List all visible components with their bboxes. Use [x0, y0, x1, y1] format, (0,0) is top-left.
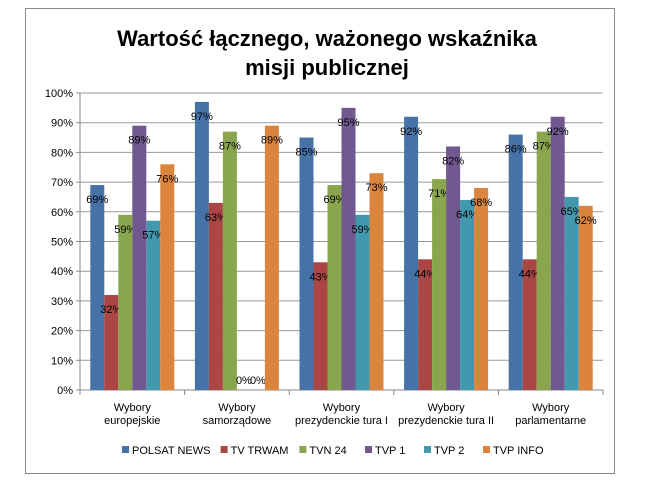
data-label: 44%: [519, 268, 541, 280]
data-label: 64%: [456, 209, 478, 221]
bar: [341, 107, 356, 390]
data-label: 68%: [470, 197, 492, 209]
data-label: 97%: [191, 111, 213, 123]
y-tick-label: 30%: [51, 296, 73, 308]
x-tick-label: Wybory: [323, 402, 361, 414]
x-tick-label: Wybory: [218, 402, 256, 414]
bar: [104, 294, 119, 390]
bar: [550, 116, 565, 390]
bar: [313, 262, 328, 390]
data-label: 76%: [156, 173, 178, 185]
bar: [446, 146, 461, 390]
bar: [299, 137, 314, 390]
y-tick-label: 90%: [51, 118, 73, 130]
legend-swatch: [122, 446, 129, 453]
bar: [146, 220, 161, 390]
chart-title: misji publicznej: [245, 55, 409, 80]
data-label: 95%: [337, 117, 359, 129]
y-tick-label: 70%: [51, 177, 73, 189]
data-label: 0%: [236, 375, 252, 387]
legend-label: TV TRWAM: [231, 445, 289, 457]
y-tick-label: 20%: [51, 326, 73, 338]
legend-label: TVP 2: [434, 445, 464, 457]
x-tick-label: Wybory: [532, 402, 570, 414]
legend-label: TVP 1: [375, 445, 405, 457]
data-label: 85%: [295, 147, 317, 159]
bar: [564, 196, 579, 390]
bar: [432, 179, 447, 390]
x-tick-label: samorządowe: [203, 415, 271, 427]
bar: [522, 259, 537, 390]
bar: [578, 205, 593, 390]
bar: [264, 125, 279, 391]
bar: [327, 185, 342, 390]
bar: [404, 116, 419, 390]
bar: [208, 202, 223, 390]
bar: [90, 185, 105, 390]
data-label: 89%: [128, 135, 150, 147]
data-label: 62%: [575, 215, 597, 227]
data-label: 44%: [414, 268, 436, 280]
data-label: 59%: [114, 224, 136, 236]
x-tick-label: europejskie: [104, 415, 160, 427]
data-label: 86%: [505, 144, 527, 156]
data-label: 65%: [561, 206, 583, 218]
bar: [369, 173, 384, 390]
x-tick-label: prezydenckie tura I: [295, 415, 388, 427]
legend-label: POLSAT NEWS: [132, 445, 210, 457]
data-label: 73%: [365, 182, 387, 194]
bar: [355, 214, 370, 390]
bar: [536, 131, 551, 391]
data-label: 43%: [309, 271, 331, 283]
data-label: 87%: [219, 141, 241, 153]
legend-label: TVP INFO: [493, 445, 544, 457]
x-tick-label: prezydenckie tura II: [398, 415, 494, 427]
x-tick-label: Wybory: [428, 402, 466, 414]
x-tick-label: parlamentarne: [515, 415, 586, 427]
y-tick-label: 100%: [45, 88, 73, 100]
bar: [194, 101, 209, 390]
legend-swatch: [299, 446, 307, 453]
chart-frame: [25, 8, 615, 474]
bar: [160, 164, 175, 390]
data-label: 89%: [261, 135, 283, 147]
bar: [418, 259, 433, 390]
data-label: 92%: [547, 126, 569, 138]
data-label: 57%: [142, 230, 164, 242]
chart-title: Wartość łącznego, ważonego wskaźnika: [117, 26, 538, 51]
legend-swatch: [424, 446, 431, 453]
y-tick-label: 40%: [51, 266, 73, 278]
data-label: 59%: [351, 224, 373, 236]
data-label: 71%: [428, 188, 450, 200]
y-tick-label: 10%: [51, 355, 73, 367]
data-label: 69%: [323, 194, 345, 206]
data-label: 92%: [400, 126, 422, 138]
y-tick-label: 50%: [51, 237, 73, 249]
legend-swatch: [483, 446, 490, 453]
bar: [222, 131, 237, 391]
data-label: 32%: [100, 304, 122, 316]
data-label: 87%: [533, 141, 555, 153]
bar: [460, 199, 475, 390]
data-label: 0%: [250, 375, 266, 387]
bar: [118, 214, 133, 390]
x-tick-label: Wybory: [114, 402, 152, 414]
data-label: 69%: [86, 194, 108, 206]
bar: [474, 188, 489, 390]
legend-swatch: [365, 446, 372, 453]
y-tick-label: 0%: [57, 385, 73, 397]
bar: [132, 125, 147, 391]
y-tick-label: 60%: [51, 207, 73, 219]
bar: [508, 134, 523, 390]
data-label: 82%: [442, 155, 464, 167]
legend-swatch: [220, 446, 228, 453]
legend-label: TVN 24: [309, 445, 346, 457]
y-tick-label: 80%: [51, 147, 73, 159]
data-label: 63%: [205, 212, 227, 224]
